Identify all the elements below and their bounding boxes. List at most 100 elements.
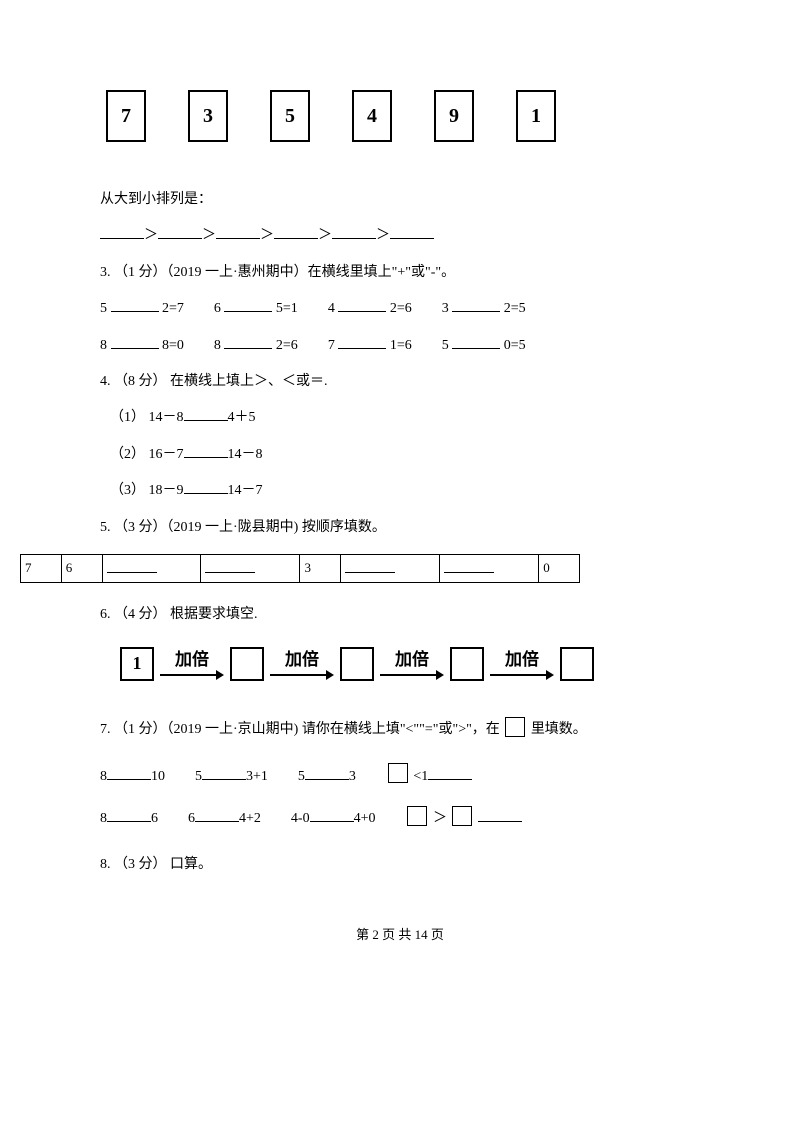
q3-item: 3 2=5 [442, 291, 526, 327]
rhs: 5=1 [276, 301, 298, 316]
cell[interactable] [341, 554, 440, 582]
q7-item: 4-0 4+0 [291, 801, 376, 837]
blank[interactable] [184, 480, 228, 494]
inline-box[interactable] [388, 763, 408, 783]
cell[interactable] [102, 554, 201, 582]
blank[interactable] [195, 808, 239, 822]
blank[interactable] [274, 225, 318, 239]
q3-row1: 5 2=7 6 5=1 4 2=6 3 2=5 [100, 291, 700, 327]
q7-heading-b: 里填数。 [527, 722, 587, 737]
blank[interactable] [310, 808, 354, 822]
q4-heading: 4. （8 分） 在横线上填上＞、＜或＝. [100, 364, 700, 400]
chain-arrow: 加倍 [380, 645, 444, 682]
blank[interactable] [184, 407, 228, 421]
card-2: 3 [188, 90, 228, 142]
blank[interactable] [332, 225, 376, 239]
lhs: 8 [100, 811, 107, 826]
q7-heading-a: 7. （1 分）（2019 一上·京山期中) 请你在横线上填"<""="或">"… [100, 722, 503, 737]
rhs: 14－8 [228, 447, 263, 462]
arrow-icon [380, 668, 444, 682]
rhs: 1=6 [390, 338, 412, 353]
blank[interactable] [428, 766, 472, 780]
q3-item: 8 8=0 [100, 328, 184, 364]
page: 7 3 5 4 9 1 从大到小排列是： ＞＞＞＞＞ 3. （1 分）（2019… [0, 0, 800, 1132]
q3-item: 6 5=1 [214, 291, 298, 327]
page-footer: 第 2 页 共 14 页 [100, 924, 700, 943]
arrow-icon [490, 668, 554, 682]
q7-item: 53 [298, 759, 356, 795]
rhs: 4+0 [354, 811, 376, 826]
inline-box-icon [505, 717, 525, 737]
lhs: 4-0 [291, 811, 310, 826]
chain-start-box: 1 [120, 647, 154, 681]
q7-row2: 86 64+2 4-04+0 ＞ [100, 801, 700, 837]
arrow-icon [160, 668, 224, 682]
lhs: 6 [214, 301, 221, 316]
blank[interactable] [202, 766, 246, 780]
q6-double-chain: 1 加倍 加倍 加倍 加倍 [120, 645, 700, 682]
rhs: 2=6 [390, 301, 412, 316]
blank[interactable] [305, 766, 349, 780]
blank[interactable] [345, 559, 395, 573]
q8-heading: 8. （3 分） 口算。 [100, 847, 700, 883]
blank[interactable] [444, 559, 494, 573]
blank[interactable] [111, 335, 159, 349]
rhs: 2=6 [276, 338, 298, 353]
blank[interactable] [338, 298, 386, 312]
lhs: 5 [442, 338, 449, 353]
blank[interactable] [158, 225, 202, 239]
card-1: 7 [106, 90, 146, 142]
rhs: <1 [413, 769, 428, 784]
chain-box[interactable] [560, 647, 594, 681]
inline-box[interactable] [407, 806, 427, 826]
blank[interactable] [338, 335, 386, 349]
blank[interactable] [184, 444, 228, 458]
lhs: 18－9 [149, 483, 184, 498]
blank[interactable] [224, 298, 272, 312]
blank[interactable] [390, 225, 434, 239]
number-cards-row: 7 3 5 4 9 1 [106, 90, 700, 142]
gt: ＞ [376, 228, 390, 243]
q3-row2: 8 8=0 8 2=6 7 1=6 5 0=5 [100, 328, 700, 364]
q7-heading: 7. （1 分）（2019 一上·京山期中) 请你在横线上填"<""="或">"… [100, 712, 700, 748]
q2-answer-row: ＞＞＞＞＞ [100, 218, 700, 254]
lhs: 16－7 [149, 447, 184, 462]
chain-label: 加倍 [505, 645, 539, 670]
cell[interactable] [201, 554, 300, 582]
blank[interactable] [478, 808, 522, 822]
blank[interactable] [100, 225, 144, 239]
blank[interactable] [107, 559, 157, 573]
rhs: 3+1 [246, 769, 268, 784]
q3-item: 4 2=6 [328, 291, 412, 327]
blank[interactable] [216, 225, 260, 239]
q4-item-1: （1） 14－84＋5 [110, 400, 700, 436]
blank[interactable] [452, 298, 500, 312]
q3-item: 7 1=6 [328, 328, 412, 364]
blank[interactable] [205, 559, 255, 573]
q7-item: 810 [100, 759, 165, 795]
rhs: 3 [349, 769, 356, 784]
q5-heading: 5. （3 分）（2019 一上·陇县期中) 按顺序填数。 [100, 510, 700, 546]
q7-item: ＞ [405, 801, 522, 837]
blank[interactable] [111, 298, 159, 312]
blank[interactable] [107, 808, 151, 822]
rhs: 4+2 [239, 811, 261, 826]
lhs: 5 [100, 301, 107, 316]
blank[interactable] [452, 335, 500, 349]
q7-row1: 810 5 3+1 53 <1 [100, 759, 700, 795]
rhs: 8=0 [162, 338, 184, 353]
blank[interactable] [107, 766, 151, 780]
blank[interactable] [224, 335, 272, 349]
card-3: 5 [270, 90, 310, 142]
chain-box[interactable] [450, 647, 484, 681]
lhs: 5 [195, 769, 202, 784]
rhs: 2=5 [504, 301, 526, 316]
inline-box[interactable] [452, 806, 472, 826]
chain-box[interactable] [340, 647, 374, 681]
lhs: 6 [188, 811, 195, 826]
cell[interactable] [440, 554, 539, 582]
chain-box[interactable] [230, 647, 264, 681]
sep: ＞ [433, 811, 447, 826]
cell: 3 [300, 554, 341, 582]
cell: 7 [21, 554, 62, 582]
